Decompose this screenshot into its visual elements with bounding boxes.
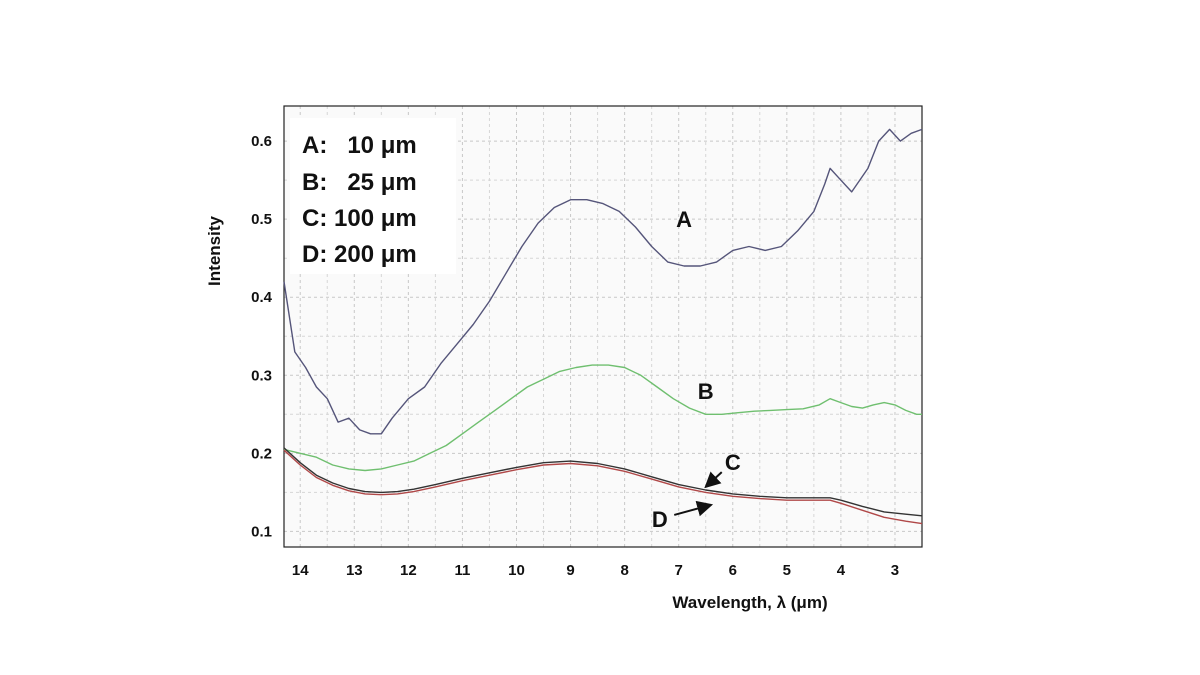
series-line-a	[283, 128, 923, 435]
series-label-b: B	[698, 379, 714, 404]
x-tick-label: 11	[454, 562, 470, 579]
series-line-d	[283, 449, 923, 525]
plot-frame	[283, 105, 923, 548]
x-tick-label: 7	[675, 562, 683, 579]
arrow-c	[704, 471, 723, 489]
series-line-b	[283, 364, 922, 472]
y-tick-label: 0.1	[251, 523, 272, 540]
legend-entry-a: A: 10 μm	[302, 132, 417, 159]
x-tick-label: 12	[400, 562, 417, 579]
y-axis-label: Intensity	[205, 216, 224, 286]
legend-entry-d: D: 200 μm	[302, 241, 417, 268]
x-tick-label: 9	[566, 562, 574, 579]
y-tick-label: 0.6	[251, 133, 272, 150]
series-group	[283, 128, 923, 525]
series-label-a: A	[676, 207, 692, 232]
x-axis-label: Wavelength, λ (μm)	[672, 593, 827, 612]
y-tick-label: 0.5	[251, 211, 272, 228]
x-tick-label: 14	[292, 562, 309, 579]
x-tick-label: 6	[729, 562, 737, 579]
legend: A: 10 μm B: 25 μm C: 100 μm D: 200 μm	[290, 118, 456, 274]
x-tick-label: 4	[837, 562, 846, 579]
y-tick-label: 0.2	[251, 445, 272, 462]
legend-entry-b: B: 25 μm	[302, 169, 417, 196]
y-tick-label: 0.3	[251, 367, 272, 384]
x-tick-label: 10	[508, 562, 525, 579]
y-tick-label: 0.4	[251, 289, 273, 306]
legend-entry-c: C: 100 μm	[302, 205, 417, 232]
legend-box	[290, 118, 456, 274]
arrow-d	[673, 500, 714, 517]
annotations: A B C D	[652, 207, 741, 532]
series-label-c: C	[725, 450, 741, 475]
axis-ticks: 14 13 12 11 10 9 8 7 6 5 4 3 0.1 0.2 0.3 0.4 0.5 0.6	[251, 133, 899, 579]
x-tick-label: 5	[783, 562, 791, 579]
x-tick-label: 8	[620, 562, 628, 579]
series-line-c	[283, 447, 923, 517]
x-tick-label: 3	[891, 562, 899, 579]
series-label-d: D	[652, 507, 668, 532]
x-tick-label: 13	[346, 562, 363, 579]
